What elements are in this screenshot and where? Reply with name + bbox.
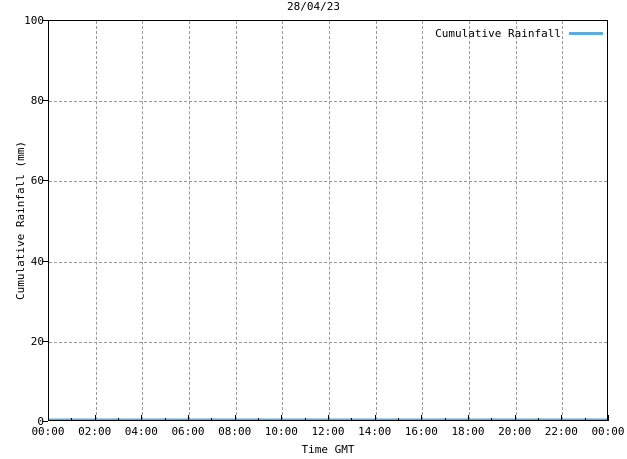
x-axis-tick-label: 22:00 xyxy=(544,425,578,438)
y-axis-tick-label: 20 xyxy=(30,334,44,348)
gridline-vertical xyxy=(142,21,144,420)
y-axis-tick xyxy=(42,180,48,182)
x-axis-minor-tick xyxy=(258,418,259,421)
gridline-vertical xyxy=(562,21,564,420)
y-axis-tick xyxy=(42,260,48,262)
x-axis-tick-label: 16:00 xyxy=(404,425,438,438)
x-axis-minor-tick xyxy=(351,418,353,421)
y-axis-tick-label: 40 xyxy=(30,254,44,268)
gridline-horizontal xyxy=(49,181,607,183)
x-axis-tick-label: 02:00 xyxy=(78,425,112,438)
x-axis-minor-tick xyxy=(538,418,539,421)
x-axis-minor-tick xyxy=(118,418,119,421)
y-axis-tick xyxy=(42,340,48,342)
x-axis-tick xyxy=(141,415,143,421)
x-axis-minor-tick xyxy=(584,418,586,421)
x-axis-tick xyxy=(561,415,563,421)
legend-swatch-cumulative-rainfall xyxy=(569,31,603,35)
y-axis-tick-label: 0 xyxy=(37,415,44,428)
y-axis-tick-label: 80 xyxy=(30,94,44,108)
x-axis-minor-tick xyxy=(398,418,399,421)
chart-title: 28/04/23 xyxy=(287,0,340,13)
x-axis-tick-label: 04:00 xyxy=(124,425,158,438)
x-axis-tick xyxy=(468,415,469,421)
gridline-vertical xyxy=(189,21,190,420)
x-axis-tick xyxy=(421,415,423,421)
series-layer xyxy=(49,21,607,420)
x-axis-title: Time GMT xyxy=(301,443,355,456)
legend: Cumulative Rainfall xyxy=(435,22,606,44)
gridline-horizontal xyxy=(49,101,607,103)
gridline-vertical xyxy=(329,21,330,420)
y-axis-tick xyxy=(42,100,48,102)
x-axis-tick-label: 06:00 xyxy=(171,425,205,438)
gridline-vertical xyxy=(95,21,97,420)
x-axis-tick-label: 20:00 xyxy=(498,425,532,438)
x-axis-tick-label: 14:00 xyxy=(358,425,392,438)
gridline-vertical xyxy=(515,21,517,420)
x-axis-tick-label: 18:00 xyxy=(451,425,485,438)
x-axis-tick xyxy=(94,415,96,421)
x-axis-tick xyxy=(188,415,189,421)
x-axis-tick-label: 10:00 xyxy=(264,425,298,438)
gridline-horizontal xyxy=(49,341,607,343)
x-axis-tick xyxy=(48,415,49,421)
x-axis-tick-label: 00:00 xyxy=(31,425,65,438)
y-axis-tick xyxy=(42,421,48,422)
x-axis-tick xyxy=(328,415,329,421)
x-axis-tick xyxy=(374,415,376,421)
plot-area xyxy=(48,20,608,421)
gridline-vertical xyxy=(422,21,424,420)
x-axis-minor-tick xyxy=(444,418,446,421)
y-axis-tick-label: 60 xyxy=(30,174,44,188)
y-axis-tick xyxy=(42,20,48,21)
x-axis-tick-label: 08:00 xyxy=(218,425,252,438)
x-axis-minor-tick xyxy=(491,418,493,421)
x-axis-minor-tick xyxy=(71,418,73,421)
x-axis-tick-label: 00:00 xyxy=(591,425,625,438)
x-axis-tick xyxy=(514,415,516,421)
gridline-vertical xyxy=(235,21,237,420)
gridline-vertical xyxy=(282,21,284,420)
x-axis-tick-label: 12:00 xyxy=(311,425,345,438)
x-axis-minor-tick xyxy=(304,418,306,421)
x-axis-minor-tick xyxy=(164,418,166,421)
x-axis-tick xyxy=(281,415,283,421)
y-axis-tick-label: 100 xyxy=(24,14,44,27)
gridline-vertical xyxy=(375,21,377,420)
x-axis-tick xyxy=(234,415,236,421)
x-axis-minor-tick xyxy=(211,418,213,421)
gridline-horizontal xyxy=(49,261,607,263)
legend-label-cumulative-rainfall: Cumulative Rainfall xyxy=(435,26,561,40)
x-axis-tick xyxy=(608,415,609,421)
y-axis-title: Cumulative Rainfall (mm) xyxy=(14,141,27,300)
gridline-vertical xyxy=(469,21,470,420)
